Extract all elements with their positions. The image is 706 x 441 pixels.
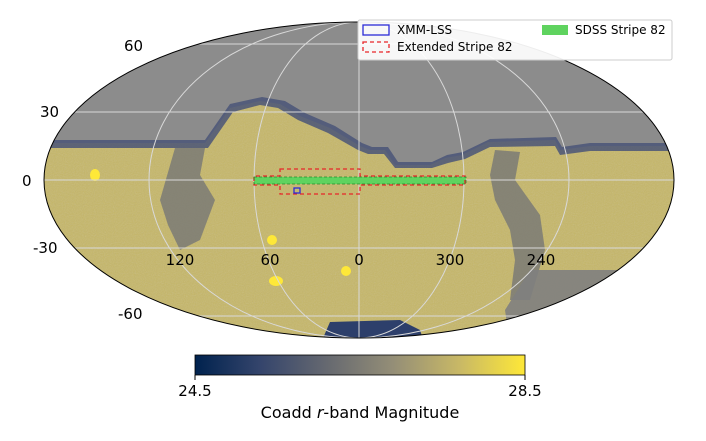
legend-label-extended-stripe82: Extended Stripe 82 bbox=[397, 40, 512, 54]
deep-field-4 bbox=[341, 266, 351, 276]
lat-tick-label: -30 bbox=[33, 239, 58, 257]
extended-stripe82-outline bbox=[253, 168, 466, 195]
legend-swatch-xmm-lss bbox=[362, 24, 390, 36]
lon-tick-labels: 120 60 0 300 240 bbox=[166, 251, 556, 269]
deep-field-1 bbox=[90, 169, 100, 181]
colorbar-title-prefix: Coadd bbox=[261, 403, 317, 422]
legend-swatch-extended-stripe82 bbox=[362, 41, 390, 53]
lat-tick-label: -60 bbox=[118, 305, 143, 323]
legend-label-sdss-stripe82: SDSS Stripe 82 bbox=[575, 23, 666, 37]
legend-swatch-sdss-stripe82 bbox=[542, 25, 568, 35]
coverage-band-bottom-right bbox=[505, 270, 674, 338]
colorbar-title: Coadd r-band Magnitude bbox=[261, 403, 460, 422]
lon-tick-label: 240 bbox=[527, 251, 556, 269]
lat-tick-label: 30 bbox=[40, 103, 59, 121]
colorbar: 24.5 28.5 Coadd r-band Magnitude bbox=[178, 354, 542, 422]
colorbar-title-band: r bbox=[317, 403, 325, 422]
lat-tick-labels: 60 30 0 -30 -60 bbox=[22, 37, 143, 323]
survey-footprints bbox=[253, 168, 467, 195]
lat-tick-label: 60 bbox=[124, 37, 143, 55]
lon-tick-label: 0 bbox=[354, 251, 364, 269]
coverage-band-left bbox=[160, 148, 215, 250]
xmm-lss-outline bbox=[293, 187, 301, 194]
colorbar-max-label: 28.5 bbox=[508, 382, 541, 400]
lon-tick-label: 60 bbox=[260, 251, 279, 269]
sdss-stripe82-edge bbox=[253, 176, 467, 185]
deep-field-2 bbox=[267, 235, 277, 245]
sdss-stripe82-fill bbox=[254, 177, 466, 184]
colorbar-min-label: 24.5 bbox=[178, 382, 211, 400]
lon-tick-label: 300 bbox=[436, 251, 465, 269]
legend-box bbox=[357, 19, 673, 61]
lon-tick-label: 120 bbox=[166, 251, 195, 269]
colorbar-gradient bbox=[194, 354, 526, 376]
coverage-band-right bbox=[490, 150, 545, 300]
legend: XMM-LSS Extended Stripe 82 SDSS Stripe 8… bbox=[357, 19, 673, 61]
legend-label-xmm-lss: XMM-LSS bbox=[397, 23, 452, 37]
lat-tick-label: 0 bbox=[22, 172, 32, 190]
meridian-120 bbox=[148, 22, 570, 338]
colorbar-title-suffix: -band Magnitude bbox=[323, 403, 459, 422]
